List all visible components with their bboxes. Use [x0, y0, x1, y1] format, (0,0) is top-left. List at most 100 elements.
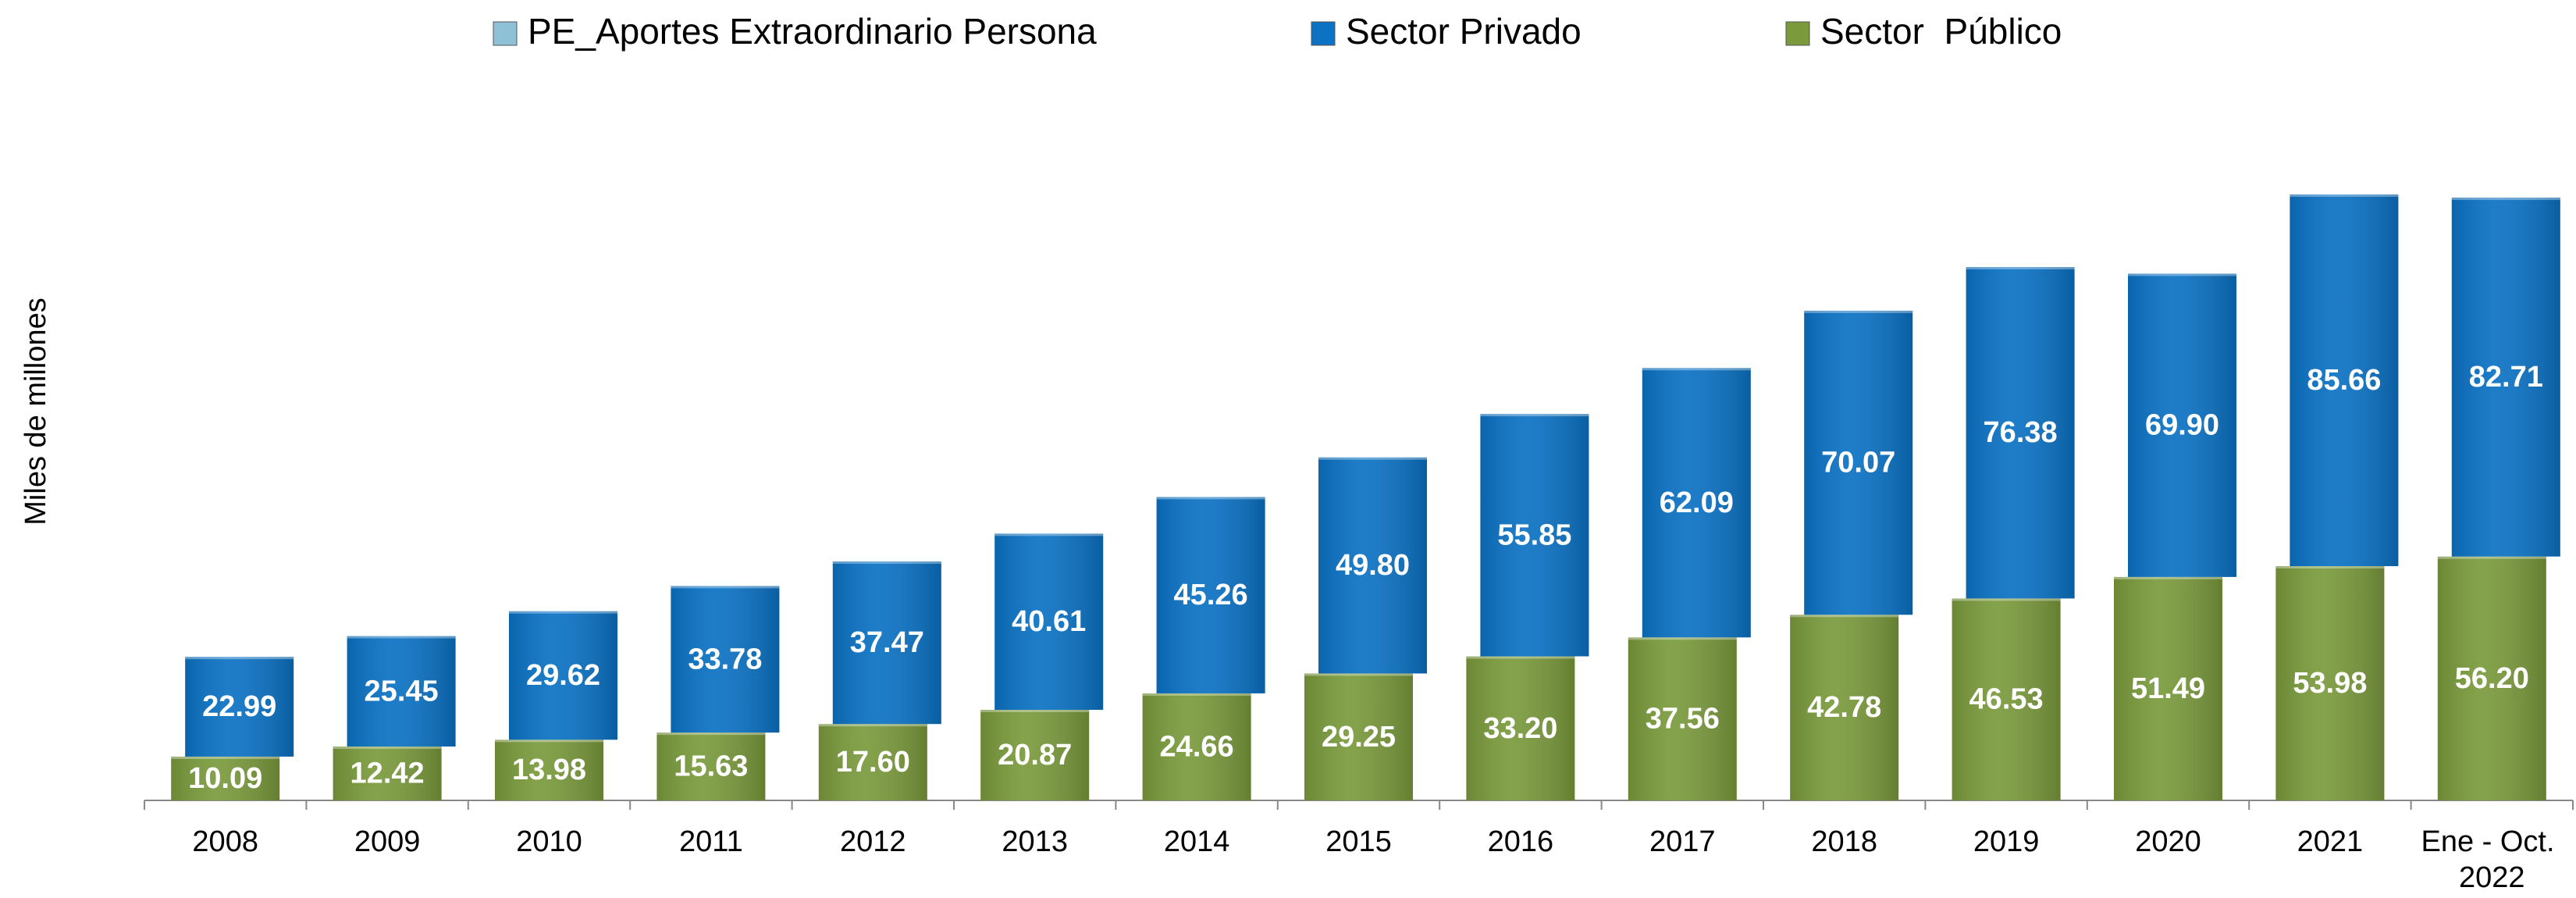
x-tick-label: 2015	[1325, 825, 1392, 858]
value-label: 85.66	[2307, 364, 2381, 397]
bar-shade	[2290, 194, 2399, 567]
legend-swatch	[1785, 21, 1810, 46]
legend-label: PE_Aportes Extraordinario Persona	[528, 11, 1097, 52]
bar-shade	[1804, 310, 1913, 615]
value-label: 62.09	[1660, 486, 1734, 519]
bar-shade	[2275, 566, 2385, 800]
x-tick-label: 2009	[354, 825, 421, 858]
x-tick-label: 2008	[192, 825, 258, 858]
bar-shade	[495, 739, 603, 800]
bar-shade	[656, 732, 766, 800]
x-tick-label: 2019	[1973, 825, 2040, 858]
bar-top	[1966, 264, 2075, 269]
x-tick-label-line: 2022	[2459, 861, 2525, 894]
bar-top	[1318, 454, 1427, 460]
bar-top	[347, 633, 456, 639]
value-label: 37.47	[850, 626, 924, 659]
bar-shade	[818, 724, 927, 800]
bar-shade	[171, 756, 280, 800]
x-tick-label: 2012	[840, 825, 906, 858]
bar-top	[1642, 365, 1751, 371]
bar-shade	[1156, 497, 1265, 693]
value-label: 33.78	[688, 643, 762, 675]
bar-shade	[1952, 598, 2061, 800]
bar-top	[671, 583, 780, 589]
x-tick-label: 2010	[516, 825, 582, 858]
value-label: 55.85	[1497, 518, 1571, 551]
value-label: 25.45	[365, 675, 439, 707]
value-label: 33.20	[1483, 712, 1557, 745]
bar-top	[185, 654, 294, 660]
value-label: 24.66	[1160, 731, 1234, 764]
x-tick-label: Ene - Oct. 2022	[2421, 825, 2563, 894]
value-label: 37.56	[1646, 703, 1720, 736]
legend-label: Sector Público	[1820, 11, 2062, 52]
bar-top	[2114, 574, 2222, 579]
bar-shade	[185, 657, 294, 757]
value-label: 29.62	[526, 659, 600, 692]
value-label: 82.71	[2469, 361, 2543, 394]
x-tick-label: 2011	[679, 825, 743, 858]
value-label: 56.20	[2455, 662, 2529, 695]
bar-shade	[347, 636, 456, 747]
x-tick-label: 2020	[2135, 825, 2201, 858]
x-tick-label: 2013	[1002, 825, 1068, 858]
bar-shade	[1628, 637, 1737, 800]
bar-shade	[2451, 198, 2560, 557]
x-tick-label: 2021	[2297, 825, 2364, 858]
bar-shade	[671, 586, 780, 733]
value-label: 51.49	[2131, 672, 2205, 705]
value-label: 49.80	[1336, 549, 1410, 582]
bar-top	[994, 531, 1104, 536]
bar-top	[832, 558, 941, 564]
bar-shade	[994, 533, 1104, 711]
x-tick-label: 2017	[1649, 825, 1716, 858]
bar-shade	[832, 561, 941, 725]
bar-shade	[1790, 615, 1899, 800]
bar-top	[509, 608, 617, 614]
bar-shade	[1304, 673, 1413, 800]
bar-top	[2290, 192, 2399, 198]
bar-top	[1156, 494, 1265, 500]
value-label: 12.42	[350, 757, 425, 790]
value-label: 20.87	[998, 739, 1072, 771]
bar-shade	[2114, 576, 2222, 800]
legend-label: Sector Privado	[1346, 11, 1582, 52]
bar-shade	[2437, 556, 2546, 800]
value-label: 69.90	[2145, 409, 2219, 442]
value-label: 70.07	[1821, 447, 1895, 479]
value-label: 29.25	[1322, 721, 1396, 754]
value-label: 17.60	[836, 746, 910, 779]
bar-top	[2128, 271, 2236, 276]
value-label: 40.61	[1012, 605, 1086, 638]
x-tick-label: 2016	[1488, 825, 1554, 858]
bar-shade	[2128, 273, 2236, 577]
bar-shade	[509, 611, 617, 740]
bar-shade	[1480, 414, 1589, 657]
value-label: 53.98	[2293, 667, 2367, 700]
x-tick-label: 2014	[1164, 825, 1230, 858]
value-label: 45.26	[1174, 579, 1248, 611]
bar-shade	[1318, 457, 1427, 674]
bar-top	[1466, 654, 1575, 659]
value-label: 13.98	[512, 754, 586, 786]
bar-shade	[333, 746, 442, 800]
value-label: 22.99	[202, 690, 276, 723]
bar-top	[1480, 412, 1589, 417]
x-tick-label-line: Ene - Oct.	[2421, 825, 2563, 858]
bar-shade	[980, 710, 1090, 800]
legend-swatch	[1311, 21, 1336, 46]
bar-shade	[1466, 656, 1575, 800]
bar-shade	[1142, 693, 1251, 800]
bar-shade	[1966, 266, 2075, 599]
bar-top	[1804, 308, 1913, 313]
bar-top	[1628, 635, 1737, 640]
x-tick-label: 2018	[1811, 825, 1877, 858]
legend-swatch	[493, 21, 518, 46]
value-label: 10.09	[188, 762, 262, 795]
value-label: 76.38	[1984, 416, 2058, 449]
bar-shade	[1642, 368, 1751, 638]
y-axis-label: Miles de millones	[20, 298, 52, 525]
value-label: 15.63	[674, 750, 748, 783]
